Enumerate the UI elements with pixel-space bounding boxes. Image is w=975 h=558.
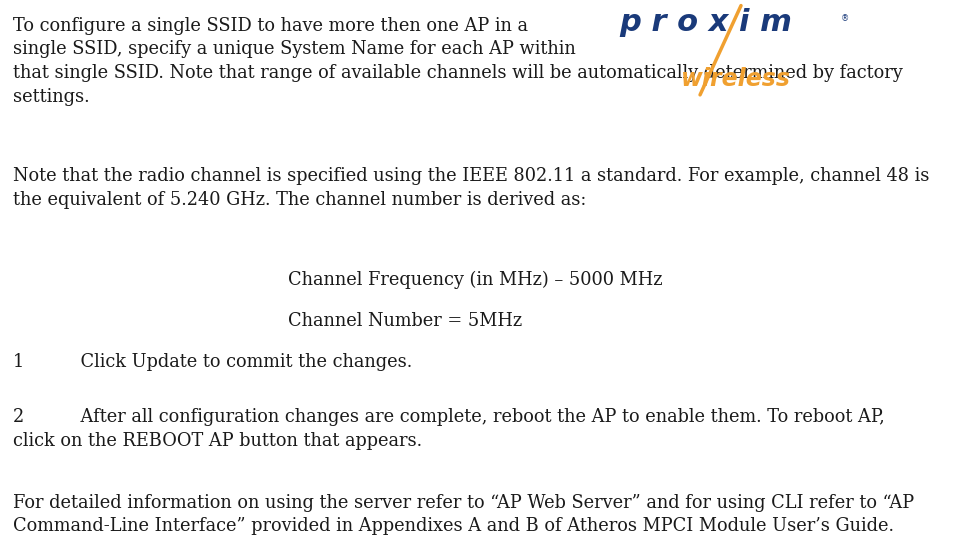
Text: Note that the radio channel is specified using the IEEE 802.11 a standard. For e: Note that the radio channel is specified… — [13, 167, 929, 209]
Text: To configure a single SSID to have more then one AP in a
single SSID, specify a : To configure a single SSID to have more … — [13, 17, 903, 105]
Text: Channel Number = 5MHz: Channel Number = 5MHz — [288, 312, 522, 330]
Text: Channel Frequency (in MHz) – 5000 MHz: Channel Frequency (in MHz) – 5000 MHz — [288, 271, 662, 289]
Text: p r o x i m: p r o x i m — [619, 8, 792, 37]
Text: 2          After all configuration changes are complete, reboot the AP to enable: 2 After all configuration changes are co… — [13, 408, 884, 450]
Text: ®: ® — [840, 14, 848, 23]
Text: wireless: wireless — [682, 67, 791, 91]
Text: 1          Click Update to commit the changes.: 1 Click Update to commit the changes. — [13, 353, 411, 371]
Text: For detailed information on using the server refer to “AP Web Server” and for us: For detailed information on using the se… — [13, 494, 914, 536]
